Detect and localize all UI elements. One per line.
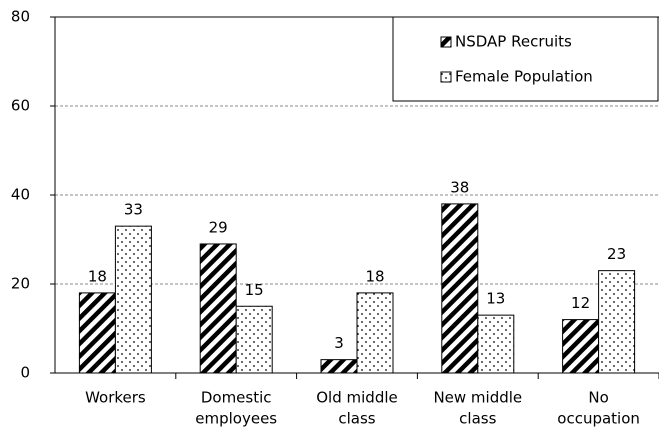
x-tick-label: class — [338, 410, 375, 428]
value-label: 33 — [124, 201, 143, 219]
value-label: 23 — [607, 245, 626, 263]
value-label: 18 — [88, 267, 107, 285]
y-tick-label: 40 — [11, 186, 30, 204]
value-label: 13 — [486, 290, 505, 308]
value-label: 18 — [365, 267, 384, 285]
value-label: 15 — [245, 281, 264, 299]
bar — [356, 292, 394, 374]
x-tick-label: No — [588, 389, 608, 407]
bar — [114, 225, 152, 374]
x-tick-label: New middle — [433, 389, 522, 407]
value-label: 38 — [450, 178, 469, 196]
bar — [199, 243, 237, 374]
y-tick-label: 20 — [11, 275, 30, 293]
x-tick-label: class — [459, 410, 496, 428]
legend-box — [392, 16, 659, 102]
x-tick-label: Workers — [85, 389, 146, 407]
value-label: 12 — [571, 294, 590, 312]
y-tick-label: 0 — [20, 364, 30, 382]
value-label: 3 — [334, 334, 344, 352]
bar — [562, 319, 600, 374]
bar — [235, 305, 273, 374]
legend-label: Female Population — [455, 68, 593, 86]
y-tick-label: 60 — [11, 97, 30, 115]
bar — [320, 359, 358, 374]
bar — [441, 203, 479, 374]
bar — [477, 314, 515, 374]
x-tick-label: employees — [195, 410, 277, 428]
bar — [598, 270, 636, 374]
legend-swatch — [440, 71, 452, 83]
x-tick-label: occupation — [557, 410, 640, 428]
value-label: 29 — [209, 218, 228, 236]
bar — [78, 292, 116, 374]
y-tick-label: 80 — [11, 8, 30, 26]
x-tick-label: Old middle — [316, 389, 397, 407]
legend-label: NSDAP Recruits — [455, 33, 572, 51]
x-tick-label: Domestic — [201, 389, 272, 407]
legend-swatch — [440, 36, 452, 48]
